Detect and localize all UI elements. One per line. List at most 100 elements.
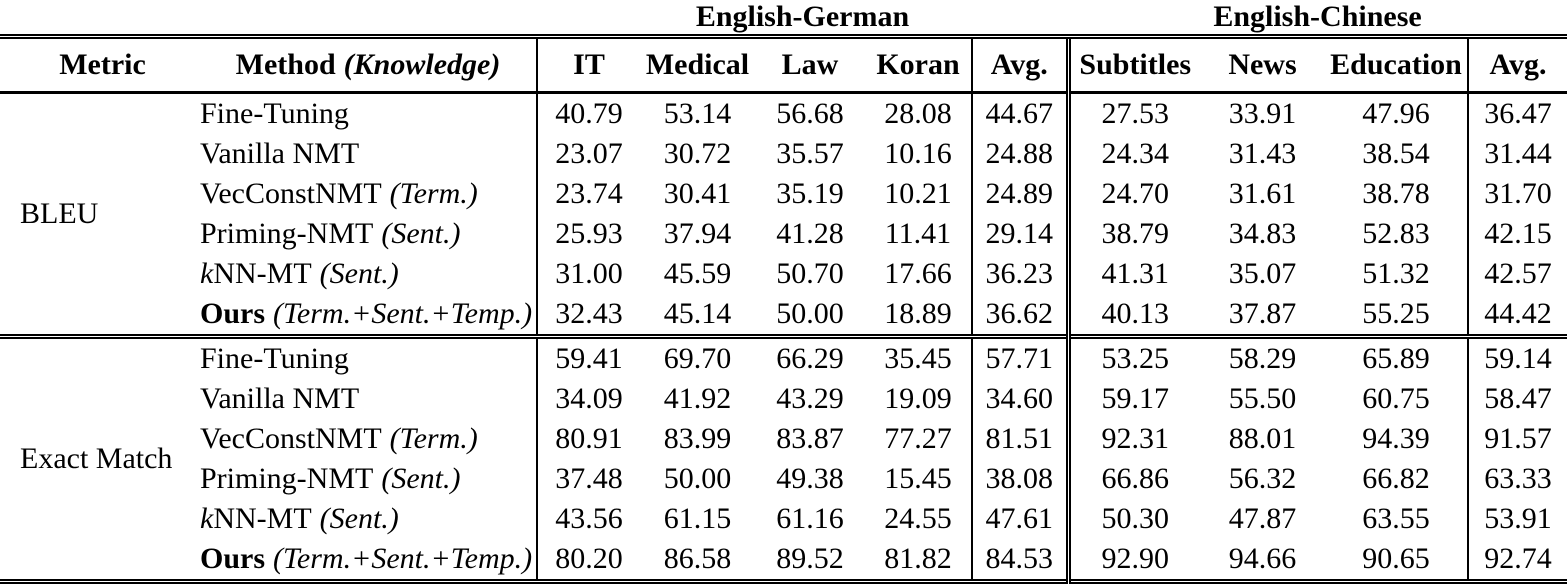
value-cell: 30.72 [663, 137, 732, 170]
method-name: Ours [200, 542, 266, 575]
value-cell: 36.23 [971, 254, 1068, 294]
column-header-avg-zh: Avg. [1466, 36, 1567, 94]
value-cell: 24.55 [884, 502, 952, 535]
method-knowledge: (Sent.) [319, 502, 399, 535]
value-cell: 40.79 [536, 92, 640, 134]
value-cell: 38.79 [1065, 214, 1200, 254]
value-cell: 60.75 [1362, 382, 1430, 415]
method-name: Ours [200, 297, 266, 330]
method-cell: Vanilla NMT [185, 379, 537, 419]
value-cell: 50.00 [776, 297, 844, 330]
value-cell: 37.87 [1228, 297, 1297, 330]
value-cell: 90.65 [1362, 542, 1430, 575]
value-cell: 11.41 [884, 217, 952, 250]
value-cell: 49.38 [776, 462, 844, 495]
column-header-row: Metric Method (Knowledge) IT Medical Law … [0, 36, 1567, 94]
value-cell: 43.56 [536, 499, 640, 539]
value-cell: 92.90 [1065, 539, 1200, 582]
column-header-it: IT [536, 36, 640, 94]
value-cell: 84.53 [971, 539, 1068, 582]
value-cell: 53.14 [663, 97, 732, 130]
method-cell: Fine-Tuning [185, 93, 537, 135]
column-header-method: Method (Knowledge) [185, 36, 537, 94]
value-cell: 83.99 [663, 422, 732, 455]
value-cell: 10.16 [884, 137, 952, 170]
value-cell: 25.93 [536, 214, 640, 254]
value-cell: 47.96 [1362, 97, 1430, 130]
value-cell: 34.83 [1228, 217, 1297, 250]
value-cell: 58.47 [1466, 379, 1567, 419]
column-header-metric: Metric [0, 36, 185, 94]
method-header-main: Method [235, 48, 336, 81]
value-cell: 35.07 [1228, 257, 1297, 290]
method-header-knowledge: (Knowledge) [343, 48, 501, 81]
value-cell: 66.86 [1065, 459, 1200, 499]
value-cell: 50.70 [776, 257, 844, 290]
value-cell: 61.16 [776, 502, 844, 535]
table-row: BLEU Fine-Tuning 40.79 53.14 56.68 28.08 44.67… [0, 92, 1567, 230]
value-cell: 55.50 [1228, 382, 1297, 415]
value-cell: 23.74 [536, 174, 640, 214]
method-knowledge: (Term.) [389, 177, 478, 210]
table-row: Ours (Term.+Sent.+Temp.) 32.43 45.14 50.00 18… [0, 294, 1567, 337]
table-row: VecConstNMT (Term.) 80.91 83.99 83.87 77.27 81… [0, 419, 1567, 459]
value-cell: 24.70 [1065, 174, 1200, 214]
value-cell: 53.91 [1466, 499, 1567, 539]
value-cell: 80.91 [536, 419, 640, 459]
value-cell: 19.09 [884, 382, 952, 415]
method-knowledge: (Sent.) [381, 217, 461, 250]
value-cell: 35.19 [776, 177, 844, 210]
value-cell: 58.29 [1200, 334, 1325, 379]
value-cell: 55.25 [1362, 297, 1430, 330]
method-name-italic-prefix: k [200, 257, 214, 290]
value-cell: 17.66 [884, 257, 952, 290]
value-cell: 31.61 [1228, 177, 1297, 210]
value-cell: 27.53 [1065, 92, 1200, 134]
method-name: VecConstNMT [200, 422, 382, 455]
method-name: Fine-Tuning [200, 97, 349, 130]
value-cell: 51.32 [1362, 257, 1430, 290]
value-cell: 23.07 [536, 134, 640, 174]
value-cell: 44.67 [971, 92, 1068, 134]
value-cell: 41.31 [1065, 254, 1200, 294]
value-cell: 94.39 [1362, 422, 1430, 455]
method-name: Priming-NMT [200, 217, 374, 250]
value-cell: 47.61 [971, 499, 1068, 539]
table-row: VecConstNMT (Term.) 23.74 30.41 35.19 10.21 24… [0, 174, 1567, 214]
value-cell: 45.59 [663, 257, 732, 290]
value-cell: 59.14 [1466, 334, 1567, 379]
value-cell: 88.01 [1228, 422, 1297, 455]
value-cell: 91.57 [1466, 419, 1567, 459]
value-cell: 34.60 [971, 379, 1068, 419]
corner-spacer [0, 0, 537, 39]
column-header-medical: Medical [640, 36, 755, 94]
value-cell: 35.57 [776, 137, 844, 170]
value-cell: 42.15 [1466, 214, 1567, 254]
table-row: Priming-NMT (Sent.) 25.93 37.94 41.28 11.41 29… [0, 214, 1567, 254]
table-row: kNN-MT (Sent.) 43.56 61.15 61.16 24.55 47.61 50… [0, 499, 1567, 539]
value-cell: 92.31 [1065, 419, 1200, 459]
method-cell: Priming-NMT (Sent.) [185, 459, 537, 499]
method-name: NN-MT [213, 257, 312, 290]
method-cell: kNN-MT (Sent.) [185, 499, 537, 539]
value-cell: 63.55 [1362, 502, 1430, 535]
value-cell: 50.00 [663, 462, 732, 495]
value-cell: 24.34 [1065, 134, 1200, 174]
value-cell: 34.09 [536, 379, 640, 419]
group-header-english-chinese: English-Chinese [1068, 0, 1567, 39]
method-knowledge: (Sent.) [319, 257, 399, 290]
value-cell: 52.83 [1362, 217, 1430, 250]
method-name: NN-MT [213, 502, 312, 535]
method-cell: VecConstNMT (Term.) [185, 174, 537, 214]
method-name: Priming-NMT [200, 462, 374, 495]
method-cell: Ours (Term.+Sent.+Temp.) [185, 294, 537, 337]
column-header-education: Education [1325, 36, 1468, 94]
metric-label: BLEU [20, 197, 99, 230]
metric-label: Exact Match [0, 334, 185, 582]
value-cell: 41.92 [663, 382, 732, 415]
value-cell: 35.45 [865, 334, 972, 379]
method-knowledge: (Term.+Sent.+Temp.) [273, 297, 533, 330]
value-cell: 94.66 [1228, 542, 1297, 575]
value-cell: 45.14 [663, 297, 732, 330]
value-cell: 65.89 [1325, 334, 1468, 379]
